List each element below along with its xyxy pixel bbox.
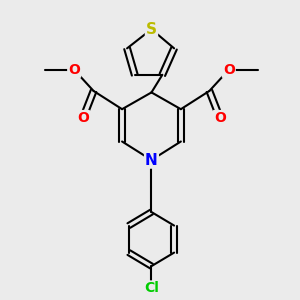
Text: S: S	[146, 22, 157, 37]
Text: N: N	[145, 152, 158, 167]
Text: O: O	[77, 111, 89, 125]
Text: O: O	[68, 63, 80, 77]
Text: O: O	[43, 69, 44, 70]
Text: O: O	[214, 111, 226, 125]
Text: Cl: Cl	[144, 281, 159, 296]
Text: O: O	[223, 63, 235, 77]
